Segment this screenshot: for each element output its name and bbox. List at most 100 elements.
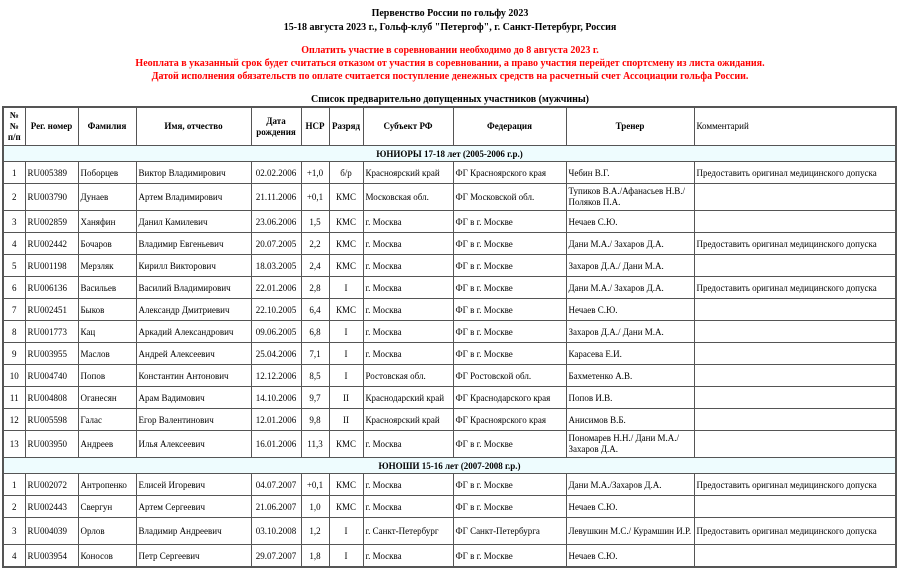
cell-hcp: 9,8 [300, 408, 330, 431]
table-row: 2 RU003790 Дунаев Артем Владимирович 21.11.2… [2, 183, 897, 211]
cell-surname: Бочаров [77, 232, 137, 255]
cell-reg-number: RU003954 [24, 544, 79, 568]
cell-rank: I [328, 276, 364, 299]
table-row: 3 RU004039 Орлов Владимир Андреевич 03.10.20… [2, 517, 897, 545]
cell-hcp: 6,4 [300, 298, 330, 321]
cell-comment [693, 364, 897, 387]
cell-rank: II [328, 386, 364, 409]
cell-federation: ФГ в г. Москве [452, 320, 567, 343]
cell-federation: ФГ Красноярского края [452, 408, 567, 431]
cell-federation: ФГ в г. Москве [452, 342, 567, 365]
cell-coach: Захаров Д.А./ Дани М.А. [565, 320, 695, 343]
cell-rank: КМС [328, 210, 364, 233]
cell-region: г. Москва [362, 232, 454, 255]
cell-rank: б/р [328, 161, 364, 184]
cell-region: Московская обл. [362, 183, 454, 211]
cell-hcp: 9,7 [300, 386, 330, 409]
payment-deadline-notice: Оплатить участие в соревновании необходи… [301, 45, 599, 56]
cell-region: г. Москва [362, 495, 454, 518]
cell-region: г. Москва [362, 430, 454, 458]
table-row: 10 RU004740 Попов Константин Антонович 12.12… [2, 364, 897, 387]
cell-birthdate: 18.03.2005 [250, 254, 302, 277]
cell-reg-number: RU004808 [24, 386, 79, 409]
cell-surname: Мерзляк [77, 254, 137, 277]
cell-hcp: 1,2 [300, 517, 330, 545]
cell-region: г. Санкт-Петербург [362, 517, 454, 545]
cell-surname: Андреев [77, 430, 137, 458]
cell-federation: ФГ в г. Москве [452, 473, 567, 496]
cell-region: г. Москва [362, 254, 454, 277]
cell-coach: Чебин В.Г. [565, 161, 695, 184]
table-row: 4 RU002442 Бочаров Владимир Евгеньевич 20.07… [2, 232, 897, 255]
cell-name: Артем Владимирович [135, 183, 252, 211]
cell-federation: ФГ в г. Москве [452, 430, 567, 458]
cell-region: Ростовская обл. [362, 364, 454, 387]
cell-coach: Захаров Д.А./ Дани М.А. [565, 254, 695, 277]
cell-federation: ФГ в г. Москве [452, 298, 567, 321]
cell-region: г. Москва [362, 342, 454, 365]
cell-hcp: 1,8 [300, 544, 330, 568]
cell-coach: Нечаев С.Ю. [565, 298, 695, 321]
cell-region: г. Москва [362, 544, 454, 568]
list-title: Список предварительно допущенных участни… [310, 94, 589, 105]
cell-birthdate: 21.11.2006 [250, 183, 302, 211]
table-row: 8 RU001773 Кац Аркадий Александрович 09.06.2… [2, 320, 897, 343]
cell-hcp: 2,8 [300, 276, 330, 299]
cell-number: 10 [2, 364, 26, 387]
cell-rank: I [328, 320, 364, 343]
cell-region: г. Москва [362, 276, 454, 299]
cell-birthdate: 16.01.2006 [250, 430, 302, 458]
cell-birthdate: 22.10.2005 [250, 298, 302, 321]
cell-federation: ФГ в г. Москве [452, 495, 567, 518]
cell-name: Кирилл Викторович [135, 254, 252, 277]
cell-rank: КМС [328, 473, 364, 496]
cell-comment [693, 183, 897, 211]
cell-surname: Маслов [77, 342, 137, 365]
cell-reg-number: RU003955 [24, 342, 79, 365]
cell-number: 4 [2, 232, 26, 255]
cell-surname: Антропенко [77, 473, 137, 496]
cell-reg-number: RU002443 [24, 495, 79, 518]
cell-comment [693, 544, 897, 568]
cell-comment [693, 342, 897, 365]
table-row: 5 RU001198 Мерзляк Кирилл Викторович 18.03.2… [2, 254, 897, 277]
col-region: Субъект РФ [362, 106, 454, 146]
cell-number: 2 [2, 183, 26, 211]
cell-coach: Нечаев С.Ю. [565, 210, 695, 233]
cell-birthdate: 12.01.2006 [250, 408, 302, 431]
cell-hcp: 11,3 [300, 430, 330, 458]
cell-hcp: 2,4 [300, 254, 330, 277]
cell-coach: Левушкин М.С./ Курамшин И.Р. [565, 517, 695, 545]
cell-federation: ФГ в г. Москве [452, 276, 567, 299]
cell-name: Андрей Алексеевич [135, 342, 252, 365]
cell-federation: ФГ в г. Москве [452, 544, 567, 568]
cell-number: 5 [2, 254, 26, 277]
cell-rank: I [328, 342, 364, 365]
cell-reg-number: RU001198 [24, 254, 79, 277]
table-row: 1 RU005389 Поборцев Виктор Владимирович 02.0… [2, 161, 897, 184]
cell-birthdate: 25.04.2006 [250, 342, 302, 365]
cell-number: 12 [2, 408, 26, 431]
cell-region: г. Москва [362, 473, 454, 496]
cell-surname: Васильев [77, 276, 137, 299]
cell-surname: Дунаев [77, 183, 137, 211]
table-row: 13 RU003950 Андреев Илья Алексеевич 16.01.20… [2, 430, 897, 458]
cell-coach: Бахметенко А.В. [565, 364, 695, 387]
cell-number: 9 [2, 342, 26, 365]
cell-hcp: 1,5 [300, 210, 330, 233]
cell-number: 13 [2, 430, 26, 458]
cell-number: 2 [2, 495, 26, 518]
cell-federation: ФГ Московской обл. [452, 183, 567, 211]
cell-name: Артем Сергеевич [135, 495, 252, 518]
cell-number: 4 [2, 544, 26, 568]
cell-name: Александр Дмитриевич [135, 298, 252, 321]
cell-surname: Орлов [77, 517, 137, 545]
cell-surname: Галас [77, 408, 137, 431]
section-title: ЮНОШИ 15-16 лет (2007-2008 г.р.) [2, 457, 897, 474]
cell-number: 3 [2, 517, 26, 545]
cell-hcp: 7,1 [300, 342, 330, 365]
col-name: Имя, отчество [135, 106, 252, 146]
cell-surname: Попов [77, 364, 137, 387]
cell-rank: I [328, 544, 364, 568]
table-row: 11 RU004808 Оганесян Арам Вадимович 14.10.20… [2, 386, 897, 409]
